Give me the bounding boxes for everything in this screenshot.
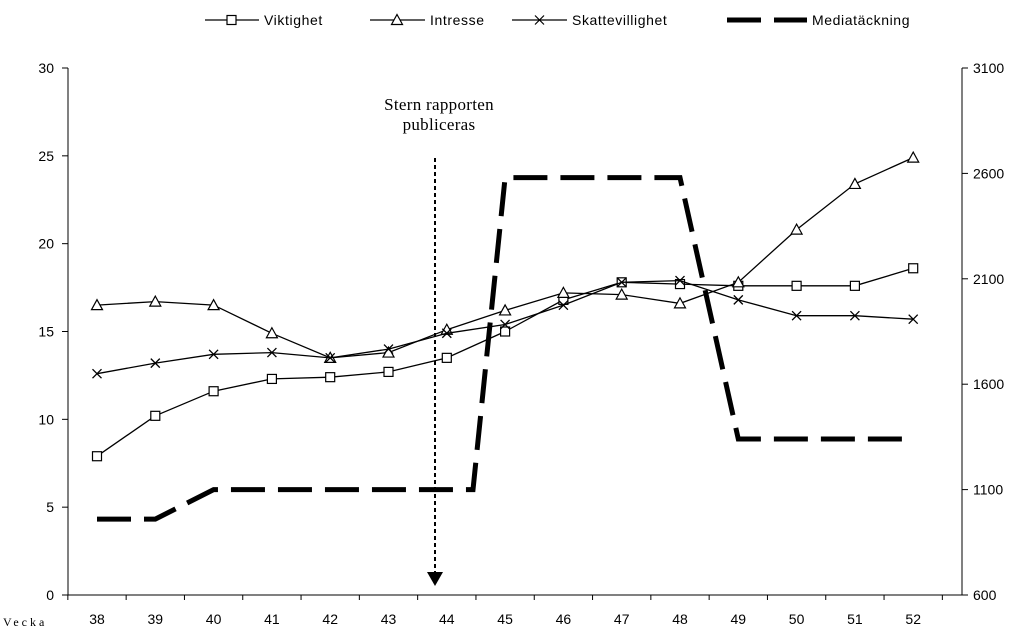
point-intresse [615, 287, 629, 300]
point-viktighet [441, 352, 452, 363]
point-skattevillighet [208, 349, 219, 360]
x-axis-title: Vecka [3, 615, 47, 629]
point-intresse [207, 298, 221, 311]
legend-item-skattevillighet: Skattevillighet [512, 12, 667, 28]
point-intresse [556, 286, 570, 298]
legend-label-viktighet: Viktighet [264, 12, 323, 28]
point-intresse [90, 298, 104, 311]
point-intresse [265, 326, 279, 339]
x-tick-label: 47 [614, 611, 630, 627]
annotation-line-2: publiceras [403, 115, 476, 134]
point-viktighet [266, 373, 277, 385]
x-tick-label: 39 [148, 611, 164, 627]
point-skattevillighet [675, 275, 685, 286]
x-tick-label: 42 [322, 611, 338, 627]
point-skattevillighet [908, 314, 919, 325]
x-tick-label: 49 [731, 611, 747, 627]
legend-label-intresse: Intresse [430, 12, 485, 28]
point-viktighet [91, 451, 103, 462]
left-tick-label: 25 [38, 148, 54, 164]
x-ticks: 38 39 40 41 42 43 44 45 46 47 48 49 50 51 52 [67, 595, 943, 627]
legend-label-skattevillighet: Skattevillighet [572, 12, 667, 28]
right-tick-label: 600 [973, 587, 997, 603]
point-intresse [673, 296, 687, 309]
point-viktighet [908, 263, 919, 274]
x-tick-label: 46 [556, 611, 572, 627]
point-intresse [848, 177, 862, 190]
x-tick-label: 41 [264, 611, 280, 627]
point-intresse [440, 322, 454, 335]
right-tick-label: 1100 [973, 482, 1003, 498]
point-viktighet [500, 326, 511, 337]
point-intresse [498, 303, 512, 316]
point-viktighet [674, 278, 686, 290]
x-tick-label: 52 [905, 611, 921, 627]
legend-label-mediatackning: Mediatäckning [812, 12, 910, 28]
right-tick-label: 2600 [973, 165, 1004, 181]
x-tick-label: 51 [847, 611, 863, 627]
point-skattevillighet [558, 300, 569, 311]
point-intresse [790, 222, 804, 235]
x-tick-label: 45 [497, 611, 513, 627]
media-layer [97, 175, 914, 522]
point-viktighet [208, 386, 219, 397]
x-tick-label: 50 [789, 611, 805, 627]
point-skattevillighet [441, 328, 452, 339]
point-viktighet [150, 410, 161, 421]
left-tick-label: 15 [38, 324, 54, 340]
right-tick-label: 3100 [973, 60, 1004, 76]
legend-item-viktighet: Viktighet [205, 12, 323, 28]
right-tick-label: 1600 [973, 376, 1004, 392]
point-intresse [731, 275, 745, 288]
point-skattevillighet [266, 347, 277, 358]
series-line-mediatackning [97, 175, 914, 522]
annotation-arrow-head [427, 572, 443, 586]
legend-item-mediatackning: Mediatäckning [727, 12, 910, 28]
point-skattevillighet [616, 277, 627, 288]
point-skattevillighet [849, 310, 860, 321]
legend-item-intresse: Intresse [370, 12, 485, 28]
left-tick-label: 20 [38, 236, 54, 252]
point-viktighet [849, 280, 861, 291]
point-intresse [148, 294, 162, 307]
point-viktighet [791, 280, 802, 291]
x-tick-label: 43 [381, 611, 397, 627]
point-intresse [906, 150, 920, 163]
annotation-line-1: Stern rapporten [384, 95, 494, 114]
x-tick-label: 38 [89, 611, 105, 627]
point-skattevillighet [383, 344, 394, 355]
x-tick-label: 44 [439, 611, 455, 627]
point-viktighet [383, 366, 394, 378]
legend: Viktighet Intresse Skattevillighet Media… [205, 12, 910, 28]
point-skattevillighet [92, 368, 102, 379]
x-tick-label: 40 [206, 611, 222, 627]
series-line-viktighet [96, 267, 914, 457]
point-skattevillighet [325, 352, 336, 363]
left-tick-label: 5 [46, 499, 54, 515]
left-tick-label: 10 [38, 411, 54, 427]
point-skattevillighet [733, 294, 744, 305]
left-y-ticks: 0 5 10 15 20 25 30 [38, 60, 68, 603]
right-y-ticks: 600 1100 1600 2100 2600 3100 [962, 60, 1004, 603]
point-viktighet [325, 372, 336, 383]
series-layer [90, 150, 920, 462]
point-skattevillighet [150, 358, 161, 369]
point-skattevillighet [500, 319, 511, 330]
point-skattevillighet [791, 310, 802, 321]
annotation: Stern rapporten publiceras [384, 95, 494, 586]
right-tick-label: 2100 [973, 271, 1004, 287]
x-tick-label: 48 [672, 611, 688, 627]
left-tick-label: 0 [46, 587, 54, 603]
left-tick-label: 30 [38, 60, 54, 76]
